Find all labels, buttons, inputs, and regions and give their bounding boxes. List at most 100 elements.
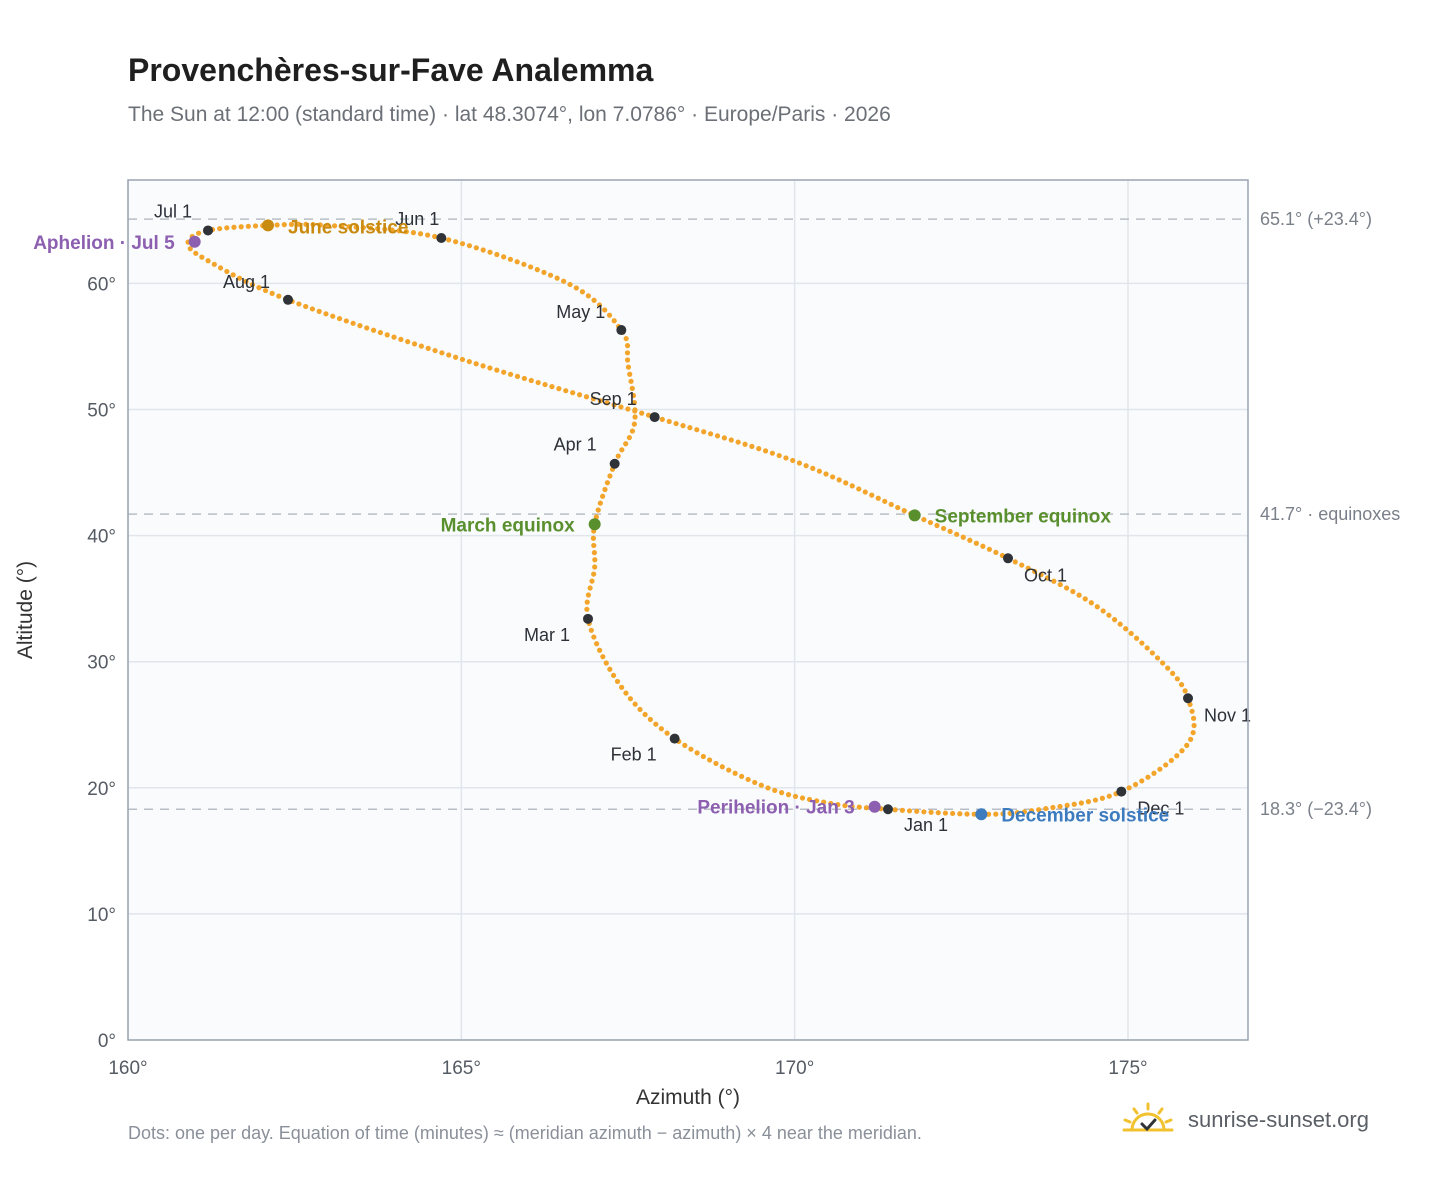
daily-sun-dot bbox=[623, 441, 629, 447]
plot-frame bbox=[127, 179, 1249, 1041]
daily-sun-dot bbox=[377, 329, 383, 336]
daily-sun-dot bbox=[224, 268, 230, 275]
daily-sun-dot bbox=[629, 385, 635, 391]
daily-sun-dot bbox=[453, 354, 459, 360]
month-marker bbox=[616, 325, 627, 336]
daily-sun-dot bbox=[585, 293, 591, 299]
daily-sun-dot bbox=[888, 501, 894, 508]
month-label: Jan 1 bbox=[904, 815, 948, 835]
daily-sun-dot bbox=[614, 678, 621, 685]
daily-sun-dot bbox=[694, 750, 700, 756]
daily-sun-dot bbox=[410, 230, 417, 236]
daily-sun-dot bbox=[1126, 785, 1132, 791]
daily-sun-dot bbox=[901, 508, 907, 514]
daily-sun-dot bbox=[602, 307, 608, 313]
x-axis-title: Azimuth (°) bbox=[636, 1086, 740, 1109]
daily-sun-dot bbox=[623, 335, 629, 342]
daily-sun-dot bbox=[1111, 617, 1118, 623]
daily-sun-dot bbox=[1178, 682, 1185, 688]
daily-sun-dot bbox=[238, 224, 244, 230]
daily-sun-dot bbox=[828, 800, 834, 807]
daily-sun-dot bbox=[584, 606, 590, 612]
daily-sun-dot bbox=[332, 223, 338, 229]
daily-sun-dot bbox=[303, 303, 309, 310]
daily-sun-dot bbox=[593, 514, 599, 520]
daily-sun-dot bbox=[1128, 630, 1134, 637]
daily-sun-dot bbox=[762, 448, 769, 454]
daily-sun-dot bbox=[803, 463, 809, 469]
daily-sun-dot bbox=[1099, 795, 1105, 801]
month-label: Dec 1 bbox=[1137, 799, 1184, 819]
daily-sun-dot bbox=[618, 404, 624, 410]
daily-sun-dot bbox=[521, 261, 527, 267]
event-marker bbox=[868, 800, 881, 813]
daily-sun-dot bbox=[928, 809, 934, 815]
daily-sun-dot bbox=[823, 471, 829, 477]
daily-sun-dot bbox=[1038, 572, 1044, 578]
daily-sun-dot bbox=[217, 265, 224, 271]
sun-logo-icon bbox=[1122, 1102, 1174, 1132]
month-label: May 1 bbox=[556, 302, 605, 322]
daily-sun-dot bbox=[615, 453, 621, 459]
daily-sun-dot bbox=[626, 434, 632, 441]
daily-sun-dot bbox=[1057, 581, 1063, 588]
event-label: Perihelion · Jan 3 bbox=[697, 798, 854, 819]
daily-sun-dot bbox=[1070, 588, 1076, 595]
daily-sun-dot bbox=[1007, 810, 1013, 816]
daily-sun-dot bbox=[1133, 635, 1140, 641]
daily-sun-dot bbox=[547, 272, 554, 278]
daily-sun-dot bbox=[1117, 621, 1123, 627]
daily-sun-dot bbox=[688, 746, 694, 752]
daily-sun-dot bbox=[964, 811, 970, 817]
x-tick-label: 175° bbox=[1108, 1058, 1147, 1079]
daily-sun-dot bbox=[396, 228, 402, 234]
daily-sun-dot bbox=[398, 336, 404, 342]
daily-sun-dot bbox=[439, 350, 445, 356]
daily-sun-dot bbox=[323, 311, 329, 317]
daily-sun-dot bbox=[1063, 585, 1070, 591]
daily-sun-dot bbox=[954, 531, 960, 537]
daily-sun-dot bbox=[583, 394, 590, 400]
daily-sun-dot bbox=[604, 480, 611, 486]
daily-sun-dot bbox=[611, 402, 617, 408]
daily-sun-dot bbox=[494, 367, 500, 373]
daily-sun-dot bbox=[425, 345, 431, 351]
daily-sun-dot bbox=[1160, 660, 1166, 666]
month-label: Feb 1 bbox=[611, 745, 657, 765]
daily-sun-dot bbox=[556, 386, 562, 392]
daily-sun-dot bbox=[473, 361, 479, 367]
daily-sun-dot bbox=[1132, 781, 1139, 788]
daily-sun-dot bbox=[1123, 626, 1129, 632]
daily-sun-dot bbox=[680, 423, 686, 429]
daily-sun-dot bbox=[628, 378, 634, 384]
daily-sun-dot bbox=[658, 726, 664, 732]
daily-sun-dot bbox=[1106, 793, 1112, 799]
daily-sun-dot bbox=[1078, 800, 1084, 806]
daily-sun-dot bbox=[187, 246, 193, 252]
daily-sun-dot bbox=[875, 495, 881, 501]
daily-sun-dot bbox=[597, 398, 603, 404]
daily-sun-dot bbox=[487, 365, 493, 371]
y-tick-label: 50° bbox=[87, 401, 116, 422]
daily-sun-dot bbox=[1092, 797, 1099, 803]
daily-sun-dot bbox=[514, 373, 521, 379]
daily-sun-dot bbox=[914, 808, 920, 814]
daily-sun-dot bbox=[528, 264, 534, 270]
daily-sun-dot bbox=[269, 290, 275, 296]
brand-name: sunrise-sunset.org bbox=[1188, 1107, 1369, 1132]
daily-sun-dot bbox=[528, 377, 534, 384]
brand-logo[interactable]: sunrise-sunset.org bbox=[1120, 1100, 1369, 1140]
daily-sun-dot bbox=[336, 315, 343, 322]
daily-sun-dot bbox=[494, 251, 500, 258]
daily-sun-dot bbox=[296, 221, 302, 227]
daily-sun-dot bbox=[856, 486, 862, 492]
daily-sun-dot bbox=[631, 400, 637, 406]
month-marker bbox=[883, 804, 893, 815]
daily-sun-dot bbox=[596, 302, 603, 308]
daily-sun-dot bbox=[1188, 736, 1194, 742]
month-label: Apr 1 bbox=[554, 435, 597, 455]
daily-sun-dot bbox=[589, 578, 595, 584]
daily-sun-dot bbox=[432, 347, 438, 354]
daily-sun-dot bbox=[459, 241, 466, 247]
event-marker bbox=[908, 509, 921, 522]
